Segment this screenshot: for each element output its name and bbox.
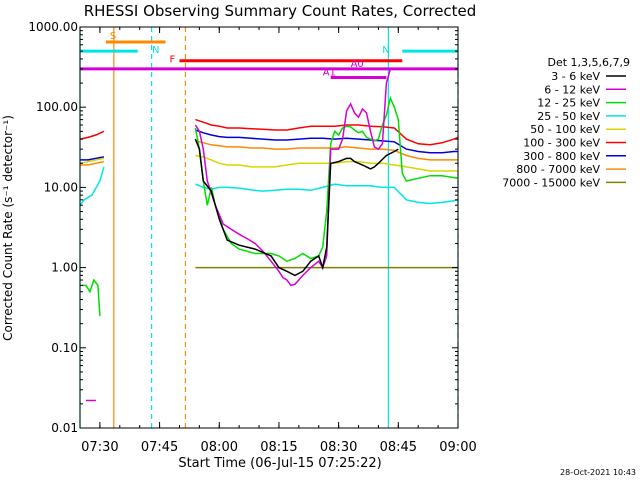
x-tick-label: 08:15 bbox=[260, 440, 297, 455]
legend-title: Det 1,3,5,6,7,9 bbox=[547, 56, 630, 69]
pre-segment-line bbox=[82, 278, 101, 316]
series-lines bbox=[194, 68, 459, 287]
y-tick-label: 0.01 bbox=[51, 421, 78, 435]
y-tick-label: 10.00 bbox=[44, 180, 78, 194]
x-axis-label: Start Time (06-Jul-15 07:25:22) bbox=[178, 456, 381, 471]
x-tick-label: 07:45 bbox=[141, 440, 178, 455]
x-tick-label: 09:00 bbox=[439, 440, 476, 455]
legend-entry-label: 6 - 12 keV bbox=[544, 83, 600, 96]
state-label: N bbox=[152, 45, 159, 56]
state-label: N bbox=[382, 45, 389, 56]
legend-entry-label: 25 - 50 keV bbox=[537, 110, 600, 123]
pre-segment-line bbox=[80, 160, 105, 166]
y-axis-label: Corrected Count Rate (s⁻¹ detector⁻¹) bbox=[1, 115, 15, 341]
legend-entry-label: 300 - 800 keV bbox=[523, 150, 600, 163]
state-label: S bbox=[110, 31, 116, 42]
x-tick-label: 08:00 bbox=[201, 440, 238, 455]
y-tick-label: 1.00 bbox=[51, 261, 78, 275]
pre-segment-line bbox=[80, 156, 105, 161]
vertical-lines bbox=[79, 27, 459, 428]
legend-entry-label: 800 - 7000 keV bbox=[516, 163, 600, 176]
series-line bbox=[195, 129, 458, 154]
legend-entry-label: 100 - 300 keV bbox=[523, 137, 600, 150]
state-label: A0 bbox=[351, 59, 364, 70]
pre-segment-line bbox=[79, 130, 105, 140]
state-label: F bbox=[169, 55, 175, 66]
legend-entry-label: 7000 - 15000 keV bbox=[502, 176, 600, 189]
series-line bbox=[194, 68, 392, 287]
series-line bbox=[195, 118, 459, 146]
y-tick-label: 0.10 bbox=[51, 341, 78, 355]
state-label: A1 bbox=[323, 67, 336, 78]
x-tick-label: 08:45 bbox=[380, 440, 417, 455]
y-tick-label: 100.00 bbox=[36, 100, 78, 114]
axes: 0.01 0.10 1.00 10.00 100.00 1000.00 07:30 07:45… bbox=[28, 20, 476, 455]
x-tick-label: 08:30 bbox=[320, 440, 357, 455]
plot-frame bbox=[79, 26, 459, 429]
series-line bbox=[194, 138, 399, 277]
legend-entry-label: 12 - 25 keV bbox=[537, 97, 600, 110]
series-line bbox=[195, 183, 459, 205]
chart-title: RHESSI Observing Summary Count Rates, Co… bbox=[84, 2, 477, 20]
legend-entry-label: 3 - 6 keV bbox=[551, 70, 600, 83]
footer-date: 28-Oct-2021 10:43 bbox=[560, 468, 636, 477]
series-line bbox=[195, 154, 458, 172]
pre-segment-line bbox=[79, 166, 105, 206]
series-line bbox=[194, 95, 459, 263]
y-tick-label: 1000.00 bbox=[28, 20, 78, 34]
pre-segments bbox=[79, 130, 105, 402]
x-tick-label: 07:30 bbox=[81, 440, 118, 455]
series-line bbox=[195, 140, 458, 161]
pre-segment-line bbox=[79, 157, 105, 165]
legend-entry-label: 50 - 100 keV bbox=[530, 123, 600, 136]
